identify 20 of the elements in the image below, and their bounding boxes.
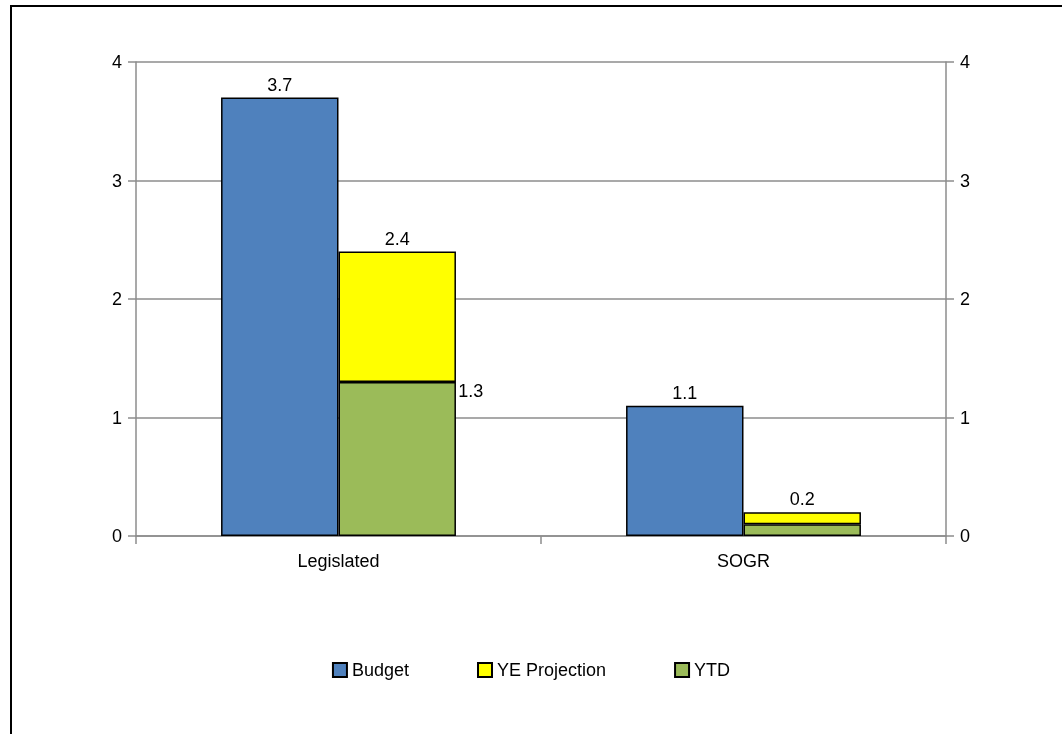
total-label: 2.4 [384, 228, 410, 249]
legend-label: Budget [351, 660, 410, 680]
total-label: 0.2 [789, 489, 815, 510]
data-label: 1.3 [458, 380, 484, 401]
legend-label: YTD [694, 660, 731, 680]
y2-tick-label: 1 [960, 407, 971, 428]
y-tick-label: 0 [111, 526, 122, 546]
y-tick-label: 1 [111, 407, 122, 428]
y-tick-label: 4 [111, 52, 122, 72]
y-tick-label: 2 [111, 289, 122, 309]
legend-label: YE Projection [497, 660, 607, 680]
x-tick-label: SOGR [716, 551, 771, 571]
y2-tick-label: 3 [960, 170, 971, 191]
y2-tick-label: 4 [960, 52, 971, 72]
y2-tick-label: 2 [960, 289, 971, 309]
data-label: 1.1 [672, 382, 698, 403]
y2-tick-label: 0 [960, 526, 971, 546]
data-label: 3.7 [267, 74, 293, 95]
x-tick-label: Legislated [297, 551, 380, 571]
y-tick-label: 3 [111, 170, 122, 191]
